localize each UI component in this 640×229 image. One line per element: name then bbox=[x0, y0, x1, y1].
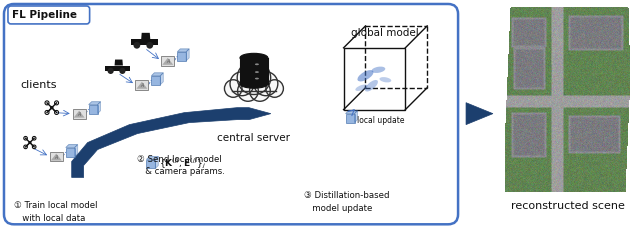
Polygon shape bbox=[72, 108, 271, 177]
Text: clients: clients bbox=[20, 80, 56, 90]
Text: A: A bbox=[140, 83, 143, 88]
Ellipse shape bbox=[372, 67, 385, 73]
Bar bbox=[105, 65, 130, 71]
Text: $\{\mathbf{K}^{(j)},\mathbf{E}^{(j)}\}_{j}$: $\{\mathbf{K}^{(j)},\mathbf{E}^{(j)}\}_{… bbox=[159, 156, 206, 171]
Polygon shape bbox=[344, 48, 405, 110]
FancyBboxPatch shape bbox=[4, 4, 458, 224]
Polygon shape bbox=[88, 105, 97, 114]
Circle shape bbox=[119, 68, 125, 74]
Text: reconstructed scene: reconstructed scene bbox=[511, 201, 625, 211]
Circle shape bbox=[225, 80, 242, 97]
Circle shape bbox=[230, 72, 254, 96]
Polygon shape bbox=[355, 111, 358, 123]
Polygon shape bbox=[152, 76, 161, 85]
Polygon shape bbox=[88, 102, 100, 105]
Ellipse shape bbox=[255, 63, 259, 65]
Polygon shape bbox=[51, 153, 61, 161]
Ellipse shape bbox=[380, 77, 391, 82]
Bar bbox=[131, 39, 158, 45]
Polygon shape bbox=[74, 111, 84, 118]
Polygon shape bbox=[466, 103, 493, 125]
Polygon shape bbox=[163, 58, 173, 65]
FancyBboxPatch shape bbox=[8, 6, 90, 24]
Polygon shape bbox=[75, 144, 77, 156]
Polygon shape bbox=[115, 60, 123, 65]
Bar bbox=[50, 152, 63, 161]
Circle shape bbox=[237, 61, 271, 95]
Bar bbox=[161, 56, 174, 66]
Polygon shape bbox=[161, 73, 163, 85]
Text: central server: central server bbox=[218, 133, 291, 143]
Polygon shape bbox=[136, 82, 147, 89]
Text: ② Send local model
   & camera params.: ② Send local model & camera params. bbox=[138, 155, 225, 176]
Ellipse shape bbox=[240, 79, 268, 88]
Circle shape bbox=[134, 42, 140, 49]
Circle shape bbox=[237, 81, 259, 101]
Polygon shape bbox=[177, 49, 189, 52]
Bar bbox=[232, 89, 276, 99]
Polygon shape bbox=[156, 156, 158, 169]
Ellipse shape bbox=[240, 53, 268, 62]
Text: local update: local update bbox=[358, 116, 405, 125]
Polygon shape bbox=[186, 49, 189, 61]
Text: A: A bbox=[166, 59, 170, 64]
Text: A: A bbox=[77, 112, 81, 117]
Polygon shape bbox=[147, 156, 158, 160]
Ellipse shape bbox=[365, 80, 378, 92]
Text: ① Train local model
   with local data: ① Train local model with local data bbox=[14, 201, 97, 223]
Ellipse shape bbox=[255, 78, 259, 79]
Polygon shape bbox=[147, 160, 156, 169]
Ellipse shape bbox=[358, 70, 374, 82]
Text: ③ Distillation-based
   model update: ③ Distillation-based model update bbox=[304, 191, 389, 213]
Polygon shape bbox=[177, 52, 186, 61]
Text: FL Pipeline: FL Pipeline bbox=[12, 10, 77, 20]
Ellipse shape bbox=[355, 85, 367, 91]
Polygon shape bbox=[141, 33, 150, 39]
Polygon shape bbox=[346, 111, 358, 114]
Polygon shape bbox=[97, 102, 100, 114]
Circle shape bbox=[254, 72, 278, 96]
Text: A: A bbox=[54, 155, 58, 160]
Polygon shape bbox=[346, 114, 355, 123]
Polygon shape bbox=[66, 147, 75, 156]
Circle shape bbox=[108, 68, 114, 74]
Text: global model: global model bbox=[351, 28, 419, 38]
Circle shape bbox=[147, 42, 153, 49]
Circle shape bbox=[250, 81, 270, 101]
Circle shape bbox=[28, 141, 31, 144]
Polygon shape bbox=[152, 73, 163, 76]
Polygon shape bbox=[66, 144, 77, 147]
Circle shape bbox=[266, 80, 284, 97]
Bar bbox=[136, 80, 148, 90]
Ellipse shape bbox=[255, 71, 259, 73]
Bar bbox=[73, 109, 86, 119]
Circle shape bbox=[50, 106, 54, 109]
Bar bbox=[240, 58, 268, 84]
